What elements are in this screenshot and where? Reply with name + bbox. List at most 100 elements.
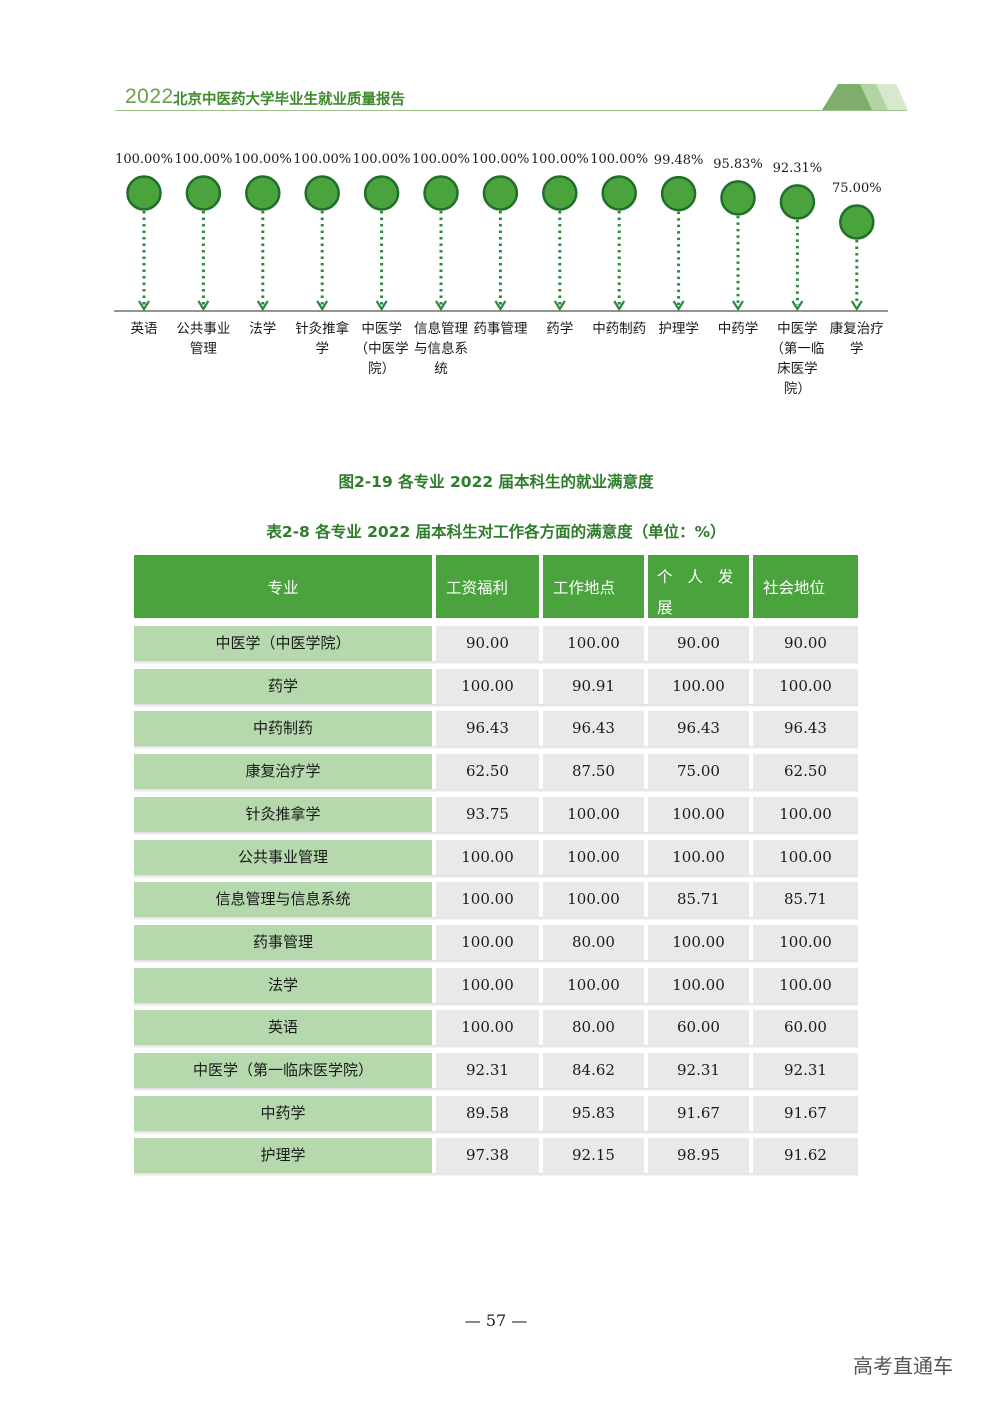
- cell-salary: 100.00: [436, 967, 539, 1003]
- cell-location: 100.00: [543, 839, 644, 875]
- chart-category-line: 中医学: [777, 321, 818, 337]
- cell-status: 100.00: [753, 668, 858, 704]
- table-row: 药事管理 100.00 80.00 100.00 100.00: [134, 924, 858, 960]
- row-separator: [134, 1088, 858, 1091]
- chart-data-label: 99.48%: [653, 152, 704, 168]
- chart-category-label: 药事管理: [468, 319, 532, 339]
- cell-location: 80.00: [543, 924, 644, 960]
- chart-category-line: 信息管理: [414, 321, 468, 337]
- header-decoration: [822, 84, 908, 110]
- chart-point: [482, 175, 519, 211]
- chart-category-line: 药事管理: [473, 321, 528, 337]
- cell-salary: 100.00: [436, 668, 539, 704]
- chart-category-label: 药学: [528, 319, 592, 339]
- row-separator: [134, 1002, 858, 1006]
- column-header-salary: 工资福利: [436, 555, 539, 618]
- cell-status: 92.31: [753, 1053, 858, 1088]
- chart-arrowhead: [256, 300, 269, 312]
- cell-major: 药事管理: [134, 924, 432, 960]
- cell-salary: 100.00: [436, 882, 539, 918]
- chart-point: [363, 175, 400, 211]
- cell-status: 100.00: [753, 839, 858, 875]
- cell-location: 87.50: [543, 754, 644, 790]
- header-rule: [115, 110, 907, 111]
- chart-point: [245, 175, 281, 211]
- chart-arrowhead: [435, 300, 447, 312]
- table-row: 中医学（第一临床医学院） 92.31 84.62 92.31 92.31: [134, 1053, 858, 1088]
- cell-development: 100.00: [648, 924, 749, 960]
- column-header-location-label: 工作地点: [553, 579, 616, 597]
- page-header: 2022 北京中医药大学毕业生就业质量报告: [115, 84, 908, 111]
- cell-salary: 96.43: [436, 711, 539, 747]
- cell-location: 96.43: [543, 711, 644, 747]
- table-caption: 表2-8 各专业 2022 届本科生对工作各方面的满意度（单位：%）: [266, 523, 726, 541]
- cell-location: 100.00: [543, 796, 644, 832]
- cell-development: 98.95: [648, 1138, 749, 1174]
- cell-location: 100.00: [543, 882, 644, 918]
- column-header-major: 专业: [134, 555, 432, 618]
- chart-category-line: 康复治疗: [829, 321, 884, 337]
- chart-point: [660, 175, 697, 212]
- cell-major: 护理学: [134, 1138, 432, 1174]
- cell-status: 91.62: [753, 1138, 858, 1174]
- chart-category-label: 护理学: [647, 319, 711, 339]
- column-header-major-label: 专业: [267, 579, 299, 597]
- table-row: 中药学 89.58 95.83 91.67 91.67: [134, 1095, 858, 1131]
- cell-development: 96.43: [648, 711, 749, 747]
- chart-arrowhead: [672, 300, 685, 312]
- chart-point: [185, 175, 222, 211]
- row-separator: [134, 1130, 858, 1134]
- chart-category-label: 法学: [231, 319, 295, 339]
- cell-development: 100.00: [648, 796, 749, 832]
- chart-category-line: 床医学: [777, 361, 818, 377]
- table-row: 康复治疗学 62.50 87.50 75.00 62.50: [134, 754, 858, 790]
- cell-major: 英语: [134, 1010, 432, 1046]
- cell-major: 信息管理与信息系统: [134, 882, 432, 918]
- cell-salary: 92.31: [436, 1053, 539, 1088]
- chart-arrowhead: [494, 300, 507, 312]
- chart-category-line: 中药学: [717, 321, 759, 337]
- chart-arrowhead: [553, 300, 566, 312]
- table-row: 护理学 97.38 92.15 98.95 91.62: [134, 1138, 858, 1174]
- chart-category-label: 康复治疗学: [825, 319, 889, 359]
- chart-point: [126, 175, 162, 211]
- chart-arrowhead: [197, 300, 210, 312]
- chart-category-line: 中药制药: [592, 321, 647, 337]
- chart-data-label: 100.00%: [293, 152, 352, 167]
- chart-data-label: 100.00%: [590, 152, 649, 167]
- chart-point: [779, 184, 816, 220]
- chart-point: [304, 175, 340, 211]
- row-separator: [134, 831, 858, 835]
- cell-status: 60.00: [753, 1010, 858, 1046]
- chart-category-line: 英语: [130, 321, 158, 337]
- figure-caption: 图2-19 各专业 2022 届本科生的就业满意度: [338, 473, 654, 491]
- cell-development: 75.00: [648, 754, 749, 790]
- chart-arrowhead: [138, 300, 150, 312]
- chart-data-label: 100.00%: [471, 152, 530, 167]
- chart-point: [720, 180, 756, 216]
- chart-category-label: 中医学 （中医学 院）: [350, 319, 414, 379]
- chart-data-label: 100.00%: [412, 152, 470, 167]
- column-header-development: 个 人 发 展 空间: [648, 555, 749, 648]
- chart-category-line: 统: [434, 361, 448, 377]
- chart-data-label: 92.31%: [772, 160, 823, 176]
- cell-location: 100.00: [543, 967, 644, 1003]
- row-separator: [134, 1045, 858, 1049]
- cell-major: 法学: [134, 967, 432, 1003]
- column-header-development-line1: 个 人 发 展: [657, 568, 739, 617]
- chart-category-line: 公共事业: [176, 321, 231, 337]
- cell-development: 91.67: [648, 1095, 749, 1131]
- row-separator: [134, 874, 858, 878]
- header-title: 北京中医药大学毕业生就业质量报告: [173, 92, 405, 108]
- watermark: 高考直通车: [853, 1354, 953, 1378]
- column-header-status: 社会地位: [753, 555, 858, 618]
- cell-development: 92.31: [648, 1053, 749, 1088]
- chart-data-label: 100.00%: [233, 152, 292, 167]
- table-row: 法学 100.00 100.00 100.00 100.00: [134, 967, 858, 1003]
- chart-category-line: 管理: [189, 341, 217, 357]
- chart-category-line: （中医学: [354, 341, 409, 357]
- cell-major: 中药制药: [134, 711, 432, 747]
- page-number: — 57 —: [464, 1311, 528, 1330]
- cell-status: 96.43: [753, 711, 858, 747]
- chart-data-label: 75.00%: [832, 181, 882, 196]
